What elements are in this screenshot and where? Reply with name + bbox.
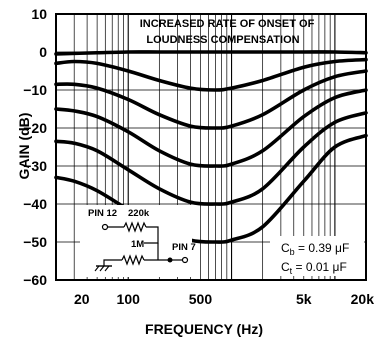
gain-curve-5 <box>54 111 368 206</box>
chart-title-line-1: INCREASED RATE OF ONSET OF <box>140 18 315 30</box>
pin12-terminal <box>101 223 109 231</box>
gain-curve-3 <box>54 69 368 130</box>
r2-label: 1M <box>131 239 144 250</box>
wire-r2-left <box>103 259 122 266</box>
y-tick-label: −20 <box>23 120 47 136</box>
y-axis-title: GAIN (dB) <box>16 113 32 180</box>
pin12-label: PIN 12 <box>88 208 117 219</box>
resistor-r2 <box>121 254 145 266</box>
x-tick-label: 20k <box>351 291 375 307</box>
ct-value: Ct = 0.01 μF <box>281 260 347 276</box>
chart-title-line-2: LOUDNESS COMPENSATION <box>146 34 299 46</box>
y-tick-label: −40 <box>23 196 47 212</box>
plot-frame <box>55 13 367 281</box>
gain-curve-6 <box>54 133 368 244</box>
pin7-terminal <box>181 256 189 264</box>
gain-curve-4 <box>54 88 368 168</box>
x-axis-title: FREQUENCY (Hz) <box>145 321 263 337</box>
y-tick-labels: 10 0 −10 −20 −30 −40 −50 −60 <box>23 6 47 288</box>
gain-curve-1 <box>54 50 368 56</box>
pin7-label: PIN 7 <box>172 242 196 253</box>
component-background <box>270 236 364 276</box>
x-tick-labels: 20 100 500 5k 20k <box>74 291 374 307</box>
ground-icon <box>94 265 112 272</box>
gain-curve-2 <box>54 57 368 92</box>
y-tick-label: −50 <box>23 234 47 250</box>
curves <box>54 50 368 244</box>
y-tick-label: −30 <box>23 158 47 174</box>
x-tick-label: 500 <box>189 291 213 307</box>
schematic-background <box>80 205 192 277</box>
x-tick-label: 5k <box>296 291 312 307</box>
wire-r1-down <box>144 226 159 244</box>
y-tick-label: 10 <box>31 6 47 22</box>
cb-value: Cb = 0.39 μF <box>281 241 349 257</box>
y-tick-label: −10 <box>23 82 47 98</box>
x-tick-label: 20 <box>74 291 90 307</box>
schematic-inset: PIN 12 220k 1M PIN 7 Cb = 0.39 μF Ct = 0… <box>80 205 364 277</box>
x-tick-label: 100 <box>117 291 141 307</box>
r1-label: 220k <box>128 208 150 219</box>
y-tick-label: 0 <box>39 44 47 60</box>
resistor-r1 <box>123 221 147 233</box>
y-tick-label: −60 <box>23 272 47 288</box>
